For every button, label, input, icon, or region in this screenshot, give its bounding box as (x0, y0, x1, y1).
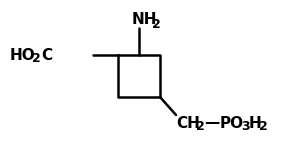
Text: —: — (204, 115, 219, 131)
Text: CH: CH (176, 115, 200, 131)
Text: PO: PO (220, 115, 244, 131)
Text: 3: 3 (241, 121, 250, 134)
Text: 2: 2 (32, 52, 41, 66)
Text: 2: 2 (196, 121, 205, 134)
Text: NH: NH (132, 13, 158, 28)
Text: HO: HO (10, 48, 36, 62)
Text: 2: 2 (152, 17, 161, 31)
Text: C: C (41, 48, 52, 62)
Text: 2: 2 (259, 121, 268, 134)
Text: H: H (249, 115, 262, 131)
